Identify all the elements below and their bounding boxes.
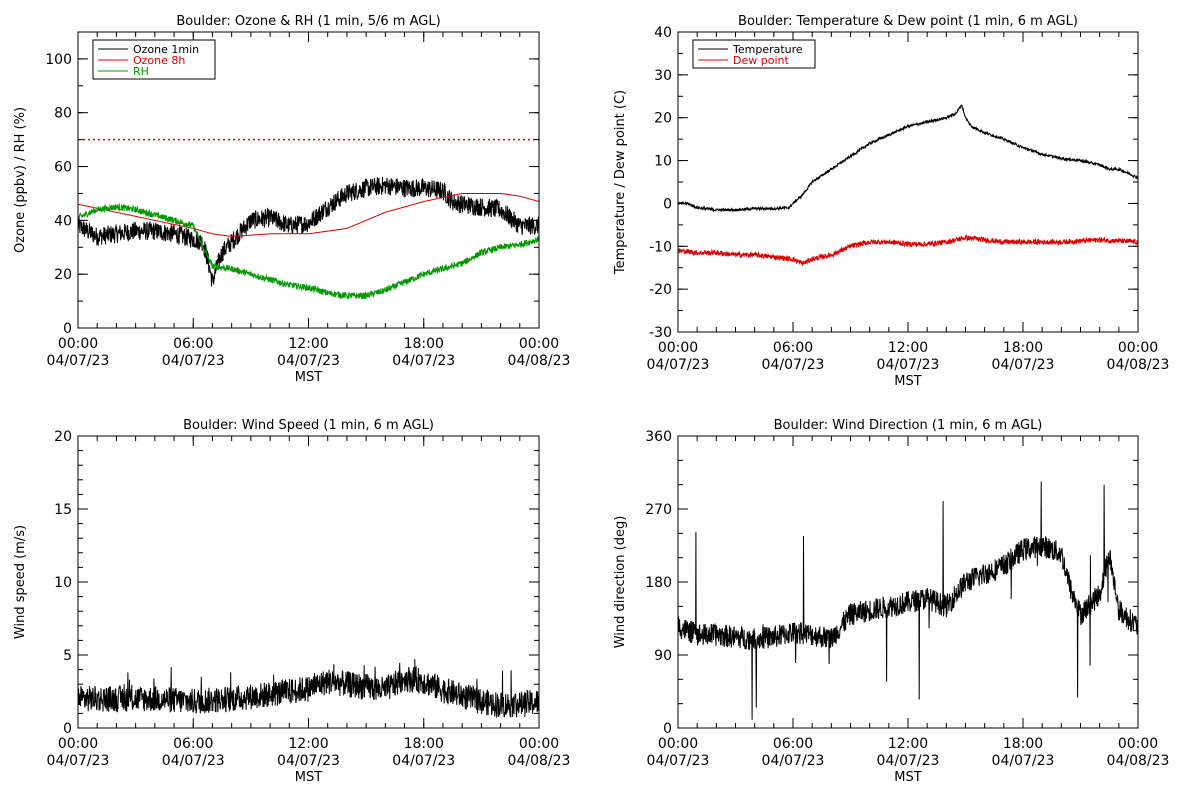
x-tick-date: 04/07/23	[992, 753, 1055, 769]
x-tick-label: 12:00	[888, 340, 928, 356]
x-tick-date: 04/07/23	[647, 753, 710, 769]
chart-wind-dir: Boulder: Wind Direction (1 min, 6 m AGL)…	[613, 418, 1169, 785]
chart-title: Boulder: Wind Speed (1 min, 6 m AGL)	[183, 418, 434, 433]
x-tick-date: 04/07/23	[647, 357, 710, 373]
x-tick-label: 18:00	[404, 336, 444, 352]
x-tick-date: 04/07/23	[392, 353, 455, 369]
x-axis-label: MST	[894, 374, 921, 389]
x-axis-label: MST	[295, 370, 322, 385]
y-tick-label: 0	[663, 721, 672, 737]
legend-entry: Ozone 1min	[133, 43, 199, 56]
x-tick-label: 18:00	[404, 736, 444, 752]
x-axis-label: MST	[295, 770, 322, 785]
x-tick-label: 06:00	[173, 336, 213, 352]
x-tick-date: 04/08/23	[508, 753, 571, 769]
x-tick-label: 00:00	[658, 736, 698, 752]
x-tick-date: 04/07/23	[47, 353, 110, 369]
legend-entry: Temperature	[732, 43, 803, 56]
y-tick-label: 270	[645, 502, 672, 518]
y-tick-label: 20	[54, 429, 72, 445]
x-tick-label: 00:00	[58, 336, 98, 352]
x-tick-label: 00:00	[1118, 736, 1158, 752]
series-line-2	[78, 193, 539, 237]
y-tick-label: 20	[654, 111, 672, 127]
x-tick-label: 00:00	[519, 736, 559, 752]
y-tick-label: 100	[45, 52, 72, 68]
x-tick-label: 00:00	[1118, 340, 1158, 356]
series-line-1	[678, 481, 1138, 720]
y-tick-label: 360	[645, 429, 672, 445]
x-tick-date: 04/07/23	[47, 753, 110, 769]
x-tick-date: 04/08/23	[1107, 753, 1170, 769]
y-tick-label: 80	[54, 106, 72, 122]
series-line-1	[678, 104, 1138, 213]
chart-title: Boulder: Ozone & RH (1 min, 5/6 m AGL)	[176, 14, 440, 29]
legend-entry: Dew point	[733, 54, 789, 67]
chart-wind-speed: Boulder: Wind Speed (1 min, 6 m AGL) Wind…	[13, 418, 570, 785]
x-tick-label: 06:00	[773, 736, 813, 752]
x-tick-label: 06:00	[773, 340, 813, 356]
x-tick-label: 00:00	[58, 736, 98, 752]
x-tick-date: 04/07/23	[277, 753, 340, 769]
y-axis-label: Temperature / Dew point (C)	[613, 90, 628, 275]
legend-entry: Ozone 8h	[133, 54, 185, 67]
y-axis-label: Wind direction (deg)	[613, 516, 628, 649]
chart-title: Boulder: Wind Direction (1 min, 6 m AGL)	[774, 418, 1043, 433]
y-tick-label: 15	[54, 502, 72, 518]
series-line-2	[678, 234, 1138, 266]
chart-title: Boulder: Temperature & Dew point (1 min,…	[738, 14, 1078, 29]
x-tick-date: 04/07/23	[877, 357, 940, 373]
x-tick-label: 06:00	[173, 736, 213, 752]
plot-frame	[677, 31, 1139, 333]
y-tick-label: 0	[63, 321, 72, 337]
x-tick-date: 04/07/23	[762, 357, 825, 373]
x-tick-label: 18:00	[1003, 736, 1043, 752]
x-tick-date: 04/07/23	[277, 353, 340, 369]
x-tick-date: 04/07/23	[162, 753, 225, 769]
x-tick-date: 04/07/23	[877, 753, 940, 769]
x-tick-date: 04/07/23	[992, 357, 1055, 373]
x-tick-date: 04/07/23	[762, 753, 825, 769]
y-tick-label: 0	[63, 721, 72, 737]
y-tick-label: 40	[54, 213, 72, 229]
x-tick-label: 12:00	[288, 736, 328, 752]
y-tick-label: 60	[54, 160, 72, 176]
y-tick-label: 40	[654, 25, 672, 41]
chart-ozone-rh: Boulder: Ozone & RH (1 min, 5/6 m AGL) Oz…	[13, 14, 570, 385]
y-axis-label: Wind speed (m/s)	[13, 525, 28, 639]
x-tick-label: 00:00	[519, 336, 559, 352]
chart-temp-dew: Boulder: Temperature & Dew point (1 min,…	[613, 14, 1169, 389]
y-tick-label: -10	[649, 239, 672, 255]
y-tick-label: 180	[645, 575, 672, 591]
x-tick-date: 04/08/23	[508, 353, 571, 369]
series-line-3	[78, 202, 539, 300]
x-axis-label: MST	[894, 770, 921, 785]
x-tick-label: 18:00	[1003, 340, 1043, 356]
y-tick-label: 20	[54, 267, 72, 283]
legend-entry: RH	[133, 65, 149, 78]
y-tick-label: 10	[654, 154, 672, 170]
series-line-1	[78, 658, 539, 719]
y-axis-label: Ozone (ppbv) / RH (%)	[13, 107, 28, 253]
x-tick-date: 04/07/23	[392, 753, 455, 769]
y-tick-label: 90	[654, 648, 672, 664]
y-tick-label: -30	[649, 325, 672, 341]
legend-box	[692, 39, 816, 69]
y-tick-label: 10	[54, 575, 72, 591]
y-tick-label: -20	[649, 282, 672, 298]
y-tick-label: 0	[663, 196, 672, 212]
x-tick-label: 12:00	[288, 336, 328, 352]
y-tick-label: 30	[654, 68, 672, 84]
series-line-1	[78, 176, 539, 287]
x-tick-label: 12:00	[888, 736, 928, 752]
x-tick-date: 04/08/23	[1107, 357, 1170, 373]
y-tick-label: 5	[63, 648, 72, 664]
x-tick-label: 00:00	[658, 340, 698, 356]
x-tick-date: 04/07/23	[162, 353, 225, 369]
